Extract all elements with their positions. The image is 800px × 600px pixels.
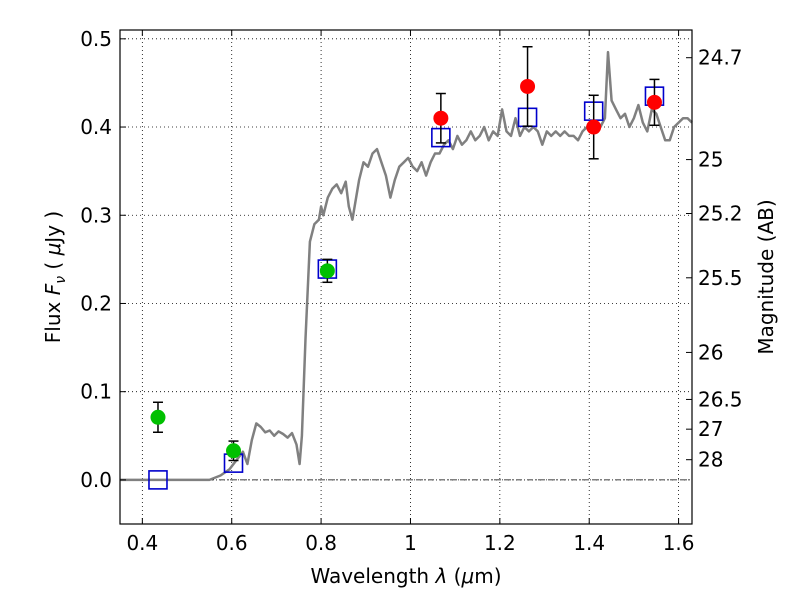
observed-flux-point — [520, 78, 536, 94]
y-tick-label: 0.0 — [80, 468, 112, 492]
x-tick-label: 1 — [404, 531, 417, 555]
y-tick-label: 0.2 — [80, 291, 112, 315]
y-tick-label: 0.3 — [80, 203, 112, 227]
y-tick-labels: 0.0 0.1 0.2 0.3 0.4 0.5 — [80, 27, 112, 492]
x-tick-label: 1.2 — [484, 531, 516, 555]
plot-frame — [119, 29, 693, 525]
x-tick-labels: 0.4 0.6 0.8 1 1.2 1.4 1.6 — [126, 531, 694, 555]
magnitude-axis-label: Magnitude (AB) — [754, 199, 778, 354]
x-tick-label: 0.6 — [216, 531, 248, 555]
spectrum-line — [120, 50, 693, 482]
magnitude-tick-labels: 24.7 25 25.2 25.5 26 26.5 27 28 — [698, 46, 743, 472]
magnitude-tick-label: 26 — [698, 340, 723, 364]
observed-flux-point — [586, 119, 602, 135]
model-spectrum — [120, 50, 693, 482]
magnitude-tick-label: 27 — [698, 417, 723, 441]
observed-flux-point — [226, 443, 242, 459]
magnitude-tick-label: 24.7 — [698, 46, 743, 70]
x-tick-label: 1.4 — [573, 531, 605, 555]
magnitude-tick-label: 25 — [698, 148, 723, 172]
model-flux-square — [148, 470, 168, 490]
y-tick-label: 0.1 — [80, 380, 112, 404]
magnitude-tick-label: 25.5 — [698, 266, 743, 290]
magnitude-tick-label: 25.2 — [698, 201, 743, 225]
observed-flux-point — [433, 110, 449, 126]
x-tick-label: 0.4 — [126, 531, 158, 555]
data-markers — [148, 46, 665, 490]
magnitude-tick-label: 26.5 — [698, 387, 743, 411]
x-axis-label: Wavelength λ (μm) — [310, 564, 501, 588]
observed-flux-point — [319, 263, 335, 279]
y-tick-label: 0.4 — [80, 115, 112, 139]
y-axis-label: Flux Fν ( μJy ) — [41, 211, 69, 343]
x-tick-label: 0.8 — [305, 531, 337, 555]
axis-ticks — [120, 30, 692, 524]
observed-flux-point — [646, 94, 662, 110]
observed-flux-point — [150, 409, 166, 425]
x-tick-label: 1.6 — [663, 531, 695, 555]
y-tick-label: 0.5 — [80, 27, 112, 51]
magnitude-tick-label: 28 — [698, 448, 723, 472]
